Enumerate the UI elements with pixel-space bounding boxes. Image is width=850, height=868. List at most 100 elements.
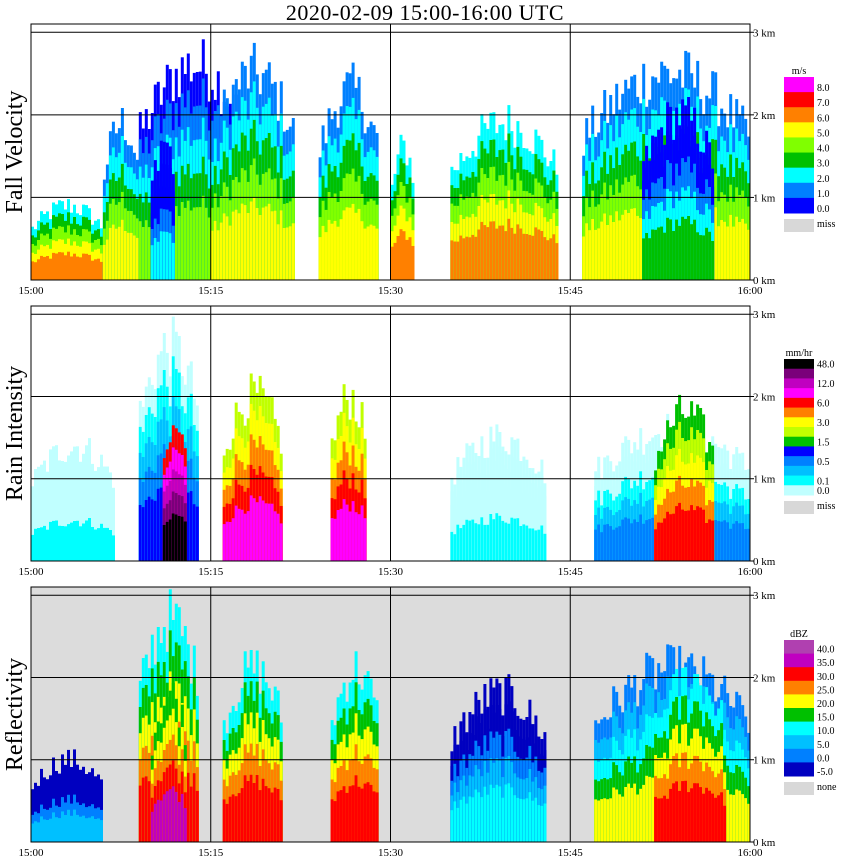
echo-column <box>270 792 274 842</box>
echo-column <box>501 520 505 561</box>
echo-column <box>147 496 151 561</box>
y-tick-label: 2 km <box>753 110 776 122</box>
echo-column <box>279 800 283 842</box>
echo-column <box>43 525 46 561</box>
echo-column <box>34 262 37 280</box>
echo-column <box>498 515 502 561</box>
echo-column <box>243 205 247 280</box>
echo-column <box>462 796 466 842</box>
echo-column <box>717 226 721 280</box>
echo-column <box>228 225 232 280</box>
echo-column <box>498 786 502 842</box>
echo-column <box>363 783 367 842</box>
echo-column <box>720 792 724 842</box>
echo-column <box>555 243 559 280</box>
echo-column <box>678 790 682 842</box>
echo-column <box>174 791 178 842</box>
echo-column <box>615 789 619 842</box>
echo-column <box>243 775 247 842</box>
colorbar-missing-swatch <box>784 219 814 232</box>
echo-column <box>693 783 697 842</box>
echo-column <box>396 236 400 280</box>
echo-column <box>34 528 37 561</box>
echo-column <box>195 790 199 842</box>
colorbar-label: 4.0 <box>817 144 830 155</box>
echo-column <box>621 519 625 561</box>
echo-column <box>678 502 682 561</box>
echo-column <box>747 803 751 842</box>
echo-column <box>492 519 496 561</box>
echo-column <box>333 518 337 561</box>
echo-column <box>91 260 94 280</box>
echo-column <box>85 520 88 561</box>
echo-column <box>46 820 49 842</box>
echo-column <box>55 253 58 280</box>
echo-column <box>732 523 736 561</box>
echo-column <box>540 231 544 280</box>
echo-column <box>672 231 676 280</box>
echo-column <box>507 783 511 842</box>
echo-column <box>714 520 718 561</box>
echo-column <box>708 231 712 280</box>
echo-column <box>111 224 115 280</box>
echo-column <box>225 521 229 561</box>
echo-column <box>43 819 46 842</box>
echo-column <box>525 234 529 280</box>
echo-column <box>31 261 34 280</box>
echo-column <box>510 787 514 842</box>
echo-column <box>495 513 499 561</box>
echo-column <box>465 519 469 561</box>
colorbar-swatch <box>784 446 814 457</box>
echo-column <box>252 197 256 280</box>
echo-column <box>738 222 742 280</box>
echo-column <box>486 794 490 842</box>
echo-column <box>67 251 70 280</box>
echo-column <box>699 787 703 842</box>
echo-column <box>189 786 193 842</box>
echo-column <box>633 208 637 280</box>
colorbar-label: 6.0 <box>817 113 830 124</box>
echo-column <box>31 534 34 561</box>
echo-column <box>222 213 226 280</box>
echo-column <box>357 514 361 561</box>
echo-column <box>687 216 691 280</box>
echo-column <box>621 214 625 280</box>
echo-column <box>744 223 748 280</box>
echo-column <box>234 796 238 842</box>
echo-column <box>630 523 634 561</box>
echo-column <box>168 233 172 280</box>
echo-column <box>456 241 460 280</box>
colorbar-label: 40.0 <box>817 645 835 656</box>
echo-column <box>519 798 523 842</box>
echo-cell <box>330 384 367 561</box>
echo-column <box>654 229 658 280</box>
echo-column <box>237 793 241 842</box>
x-tick-label: 15:00 <box>18 285 44 297</box>
echo-column <box>237 508 241 561</box>
echo-column <box>183 808 187 842</box>
echo-column <box>591 219 595 280</box>
echo-column <box>141 777 145 842</box>
echo-column <box>537 229 541 280</box>
echo-column <box>40 816 43 842</box>
echo-column <box>681 509 685 561</box>
echo-column <box>228 796 232 842</box>
echo-column <box>216 230 220 280</box>
echo-column <box>459 235 463 280</box>
echo-column <box>240 509 244 561</box>
echo-column <box>711 520 715 561</box>
y-tick-label: 1 km <box>753 474 776 486</box>
colorbar-swatch <box>784 680 814 695</box>
y-tick-label: 0 km <box>753 556 776 568</box>
echo-column <box>58 525 61 561</box>
echo-column <box>390 246 394 280</box>
echo-column <box>720 220 724 280</box>
echo-column <box>642 523 646 561</box>
colorbar-label: 3.0 <box>817 418 830 429</box>
echo-column <box>600 799 604 842</box>
colorbar-swatch <box>784 167 814 184</box>
echo-column <box>597 228 601 280</box>
echo-column <box>483 225 487 280</box>
echo-column <box>165 791 169 842</box>
echo-column <box>519 228 523 280</box>
